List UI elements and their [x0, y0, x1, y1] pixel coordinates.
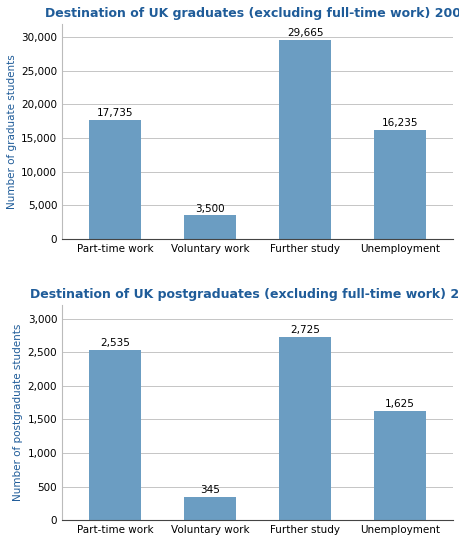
- Bar: [184, 497, 236, 520]
- Y-axis label: Number of graduate students: Number of graduate students: [7, 54, 17, 209]
- Title: Destination of UK postgraduates (excluding full-time work) 2008: Destination of UK postgraduates (excludi…: [30, 288, 459, 301]
- Text: 29,665: 29,665: [286, 28, 323, 38]
- Text: 2,725: 2,725: [290, 326, 319, 335]
- Text: 17,735: 17,735: [97, 108, 133, 118]
- Bar: [278, 40, 330, 239]
- Bar: [184, 215, 236, 239]
- Title: Destination of UK graduates (excluding full-time work) 2008: Destination of UK graduates (excluding f…: [45, 7, 459, 20]
- Bar: [278, 337, 330, 520]
- Text: 16,235: 16,235: [381, 118, 417, 128]
- Bar: [89, 350, 141, 520]
- Text: 345: 345: [200, 485, 219, 495]
- Bar: [89, 120, 141, 239]
- Y-axis label: Number of postgraduate students: Number of postgraduate students: [13, 324, 23, 501]
- Text: 3,500: 3,500: [195, 204, 224, 214]
- Text: 1,625: 1,625: [384, 399, 414, 409]
- Text: 2,535: 2,535: [100, 338, 130, 349]
- Bar: [373, 411, 425, 520]
- Bar: [373, 130, 425, 239]
